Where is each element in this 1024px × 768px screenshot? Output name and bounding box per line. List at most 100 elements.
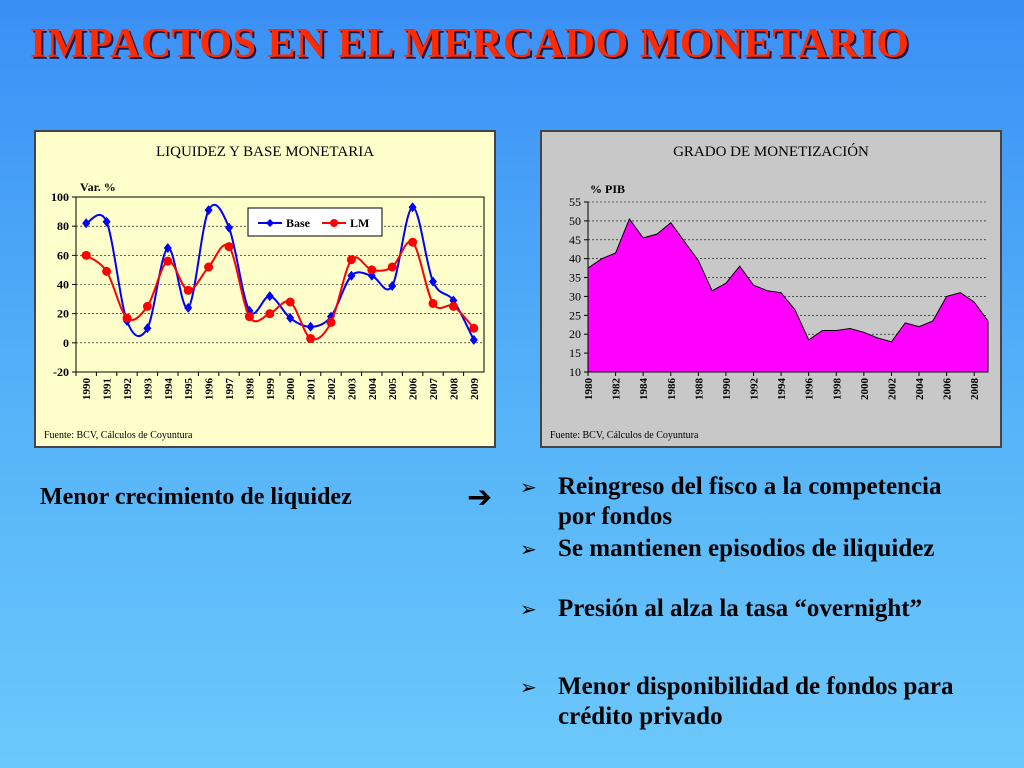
y-tick-label: 40 — [57, 278, 69, 292]
x-tick-label: 1994 — [163, 378, 175, 401]
data-point-lm — [326, 317, 336, 327]
chart-title: GRADO DE MONETIZACIÓN — [673, 143, 869, 160]
data-point-lm — [448, 301, 458, 311]
legend-label: LM — [350, 216, 369, 230]
x-tick-label: 1986 — [666, 378, 678, 401]
chart-legend: Base LM — [247, 207, 383, 237]
x-tick-label: 1990 — [721, 378, 733, 401]
bullet-text: Presión al alza la tasa “overnight” — [558, 595, 923, 622]
x-tick-label: 1998 — [244, 378, 256, 401]
bullet-text: Menor disponibilidad de fondos para créd… — [558, 673, 954, 730]
x-tick-label: 2002 — [326, 378, 338, 401]
data-point-lm — [265, 309, 275, 319]
data-point-base — [306, 321, 315, 332]
data-point-lm — [204, 262, 214, 272]
data-point-lm — [163, 256, 173, 266]
data-point-lm — [183, 285, 193, 295]
x-tick-label: 2004 — [367, 378, 379, 401]
x-tick-label: 1993 — [142, 378, 154, 401]
y-tick-label: 35 — [569, 271, 581, 285]
left-note: Menor crecimiento de liquidez — [40, 484, 352, 510]
x-tick-label: 1982 — [611, 378, 623, 401]
chart-title: LIQUIDEZ Y BASE MONETARIA — [156, 144, 374, 160]
data-point-lm — [387, 262, 397, 272]
x-tick-label: 2006 — [408, 378, 420, 401]
x-tick-label: 2008 — [448, 378, 460, 401]
y-tick-label: 40 — [569, 252, 581, 266]
bullet-arrow-icon: ➢ — [520, 675, 537, 699]
x-tick-label: 1992 — [749, 378, 761, 401]
data-point-lm — [306, 333, 316, 343]
bullet-text: Se mantienen episodios de iliquidez — [558, 535, 935, 562]
data-point-base — [184, 302, 193, 313]
legend-marker — [266, 219, 274, 227]
area-series — [587, 217, 989, 373]
liquidity-chart-panel: LIQUIDEZ Y BASE MONETARIA Var. % -20 0 20 40 6… — [34, 130, 496, 448]
liquidity-chart: LIQUIDEZ Y BASE MONETARIA Var. % -20 0 20 40 6… — [44, 144, 485, 441]
monetization-chart: GRADO DE MONETIZACIÓN % PIB 10 15 20 25 30 35 40… — [550, 143, 989, 441]
x-tick-label: 1994 — [776, 378, 788, 401]
bullet-item: ➢ Reingreso del fisco a la competencia p… — [520, 472, 958, 532]
data-point-lm — [285, 297, 295, 307]
x-tick-label: 2000 — [285, 378, 297, 401]
legend-marker — [330, 219, 338, 227]
data-point-base — [388, 280, 397, 291]
x-tick-label: 1996 — [204, 378, 216, 401]
x-tick-label: 1998 — [831, 378, 843, 401]
data-point-base — [143, 323, 152, 334]
x-tick-label: 2001 — [306, 378, 318, 400]
bullet-item: ➢ Menor disponibilidad de fondos para cr… — [520, 672, 958, 732]
y-tick-label: 30 — [569, 289, 581, 303]
x-tick-label: 2008 — [969, 378, 981, 401]
data-point-base — [102, 216, 111, 227]
x-tick-label: 1990 — [81, 378, 93, 401]
data-point-base — [82, 218, 91, 229]
y-tick-label: 80 — [57, 219, 69, 233]
data-point-base — [429, 276, 437, 287]
y-tick-label: 45 — [569, 233, 581, 247]
x-tick-label: 1999 — [265, 378, 277, 401]
x-tick-label: 2009 — [469, 378, 481, 401]
x-tick-label: 1984 — [638, 378, 650, 401]
legend-label: Base — [286, 216, 311, 230]
x-tick-label: 2007 — [428, 378, 440, 401]
y-tick-label: 10 — [569, 365, 581, 379]
monetization-chart-panel: GRADO DE MONETIZACIÓN % PIB 10 15 20 25 30 35 40… — [540, 130, 1002, 448]
y-tick-label: 25 — [569, 308, 581, 322]
data-point-base — [265, 291, 274, 302]
x-tick-label: 2002 — [886, 378, 898, 401]
bullet-text: Reingreso del fisco a la competencia por… — [558, 473, 942, 530]
slide-title: IMPACTOS EN EL MERCADO MONETARIO — [30, 21, 910, 67]
data-point-lm — [224, 242, 234, 252]
x-tick-label: 2005 — [387, 378, 399, 401]
data-point-base — [449, 295, 458, 306]
data-point-lm — [122, 313, 132, 323]
data-point-lm — [408, 237, 418, 247]
y-axis-label: % PIB — [590, 182, 625, 196]
data-point-lm — [346, 255, 356, 265]
data-point-base — [163, 243, 172, 254]
chart-source: Fuente: BCV, Cálculos de Coyuntura — [44, 430, 193, 441]
data-point-base — [347, 270, 356, 281]
x-tick-label: 2004 — [914, 378, 926, 401]
y-tick-label: 60 — [57, 248, 69, 262]
data-point-base — [286, 313, 295, 324]
y-axis-label: Var. % — [80, 180, 116, 194]
y-tick-label: 20 — [569, 327, 581, 341]
data-point-lm — [367, 265, 377, 275]
data-point-base — [469, 334, 478, 345]
data-point-lm — [244, 312, 254, 322]
bullet-arrow-icon: ➢ — [520, 537, 537, 561]
x-tick-label: 1995 — [183, 378, 195, 401]
data-point-lm — [142, 301, 152, 311]
x-tick-label: 2003 — [346, 378, 358, 401]
bullet-arrow-icon: ➢ — [520, 475, 537, 499]
x-tick-label: 1992 — [122, 378, 134, 401]
data-point-lm — [81, 250, 91, 260]
chart-source: Fuente: BCV, Cálculos de Coyuntura — [550, 430, 699, 441]
y-tick-label: 15 — [569, 346, 581, 360]
bullet-arrow-icon: ➢ — [520, 597, 537, 621]
x-tick-label: 1988 — [693, 378, 705, 401]
x-tick-label: 1996 — [804, 378, 816, 401]
data-point-base — [408, 202, 417, 213]
